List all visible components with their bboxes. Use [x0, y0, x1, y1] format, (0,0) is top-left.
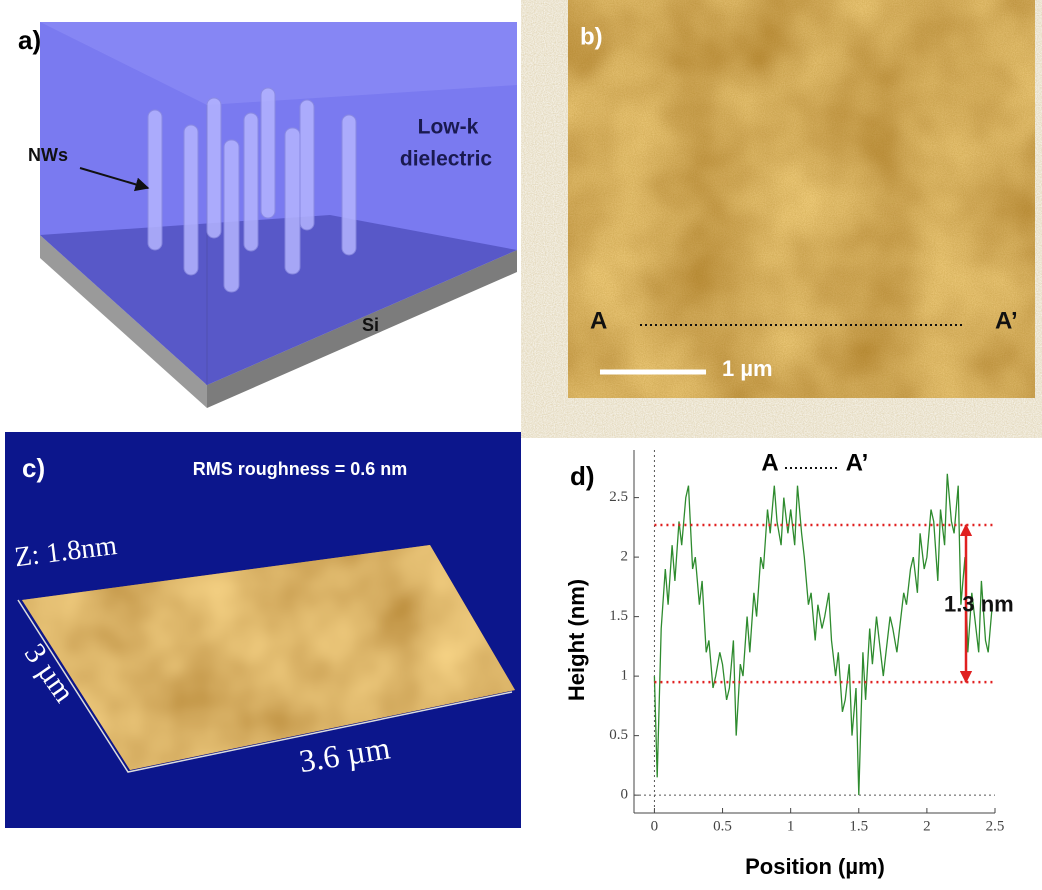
data-line	[654, 474, 992, 795]
x-tick-label: 2	[923, 818, 931, 834]
panel-label: b)	[580, 23, 603, 50]
x-tick-label: 2.5	[986, 818, 1005, 834]
y-tick-label: 2.5	[609, 489, 628, 505]
dielectric-label: dielectric	[400, 148, 493, 171]
substrate-label: Si	[362, 315, 379, 335]
caption: RMS roughness = 0.6 nm	[193, 459, 408, 479]
dielectric-label: Low-k	[418, 116, 479, 139]
x-tick-label: 1.5	[849, 818, 868, 834]
y-tick-label: 1	[621, 668, 629, 684]
panel-label: c)	[22, 453, 45, 483]
chart-title: A’	[846, 449, 869, 476]
panel-b: b) A A’ 1 µm	[568, 0, 1035, 398]
y-axis-title: Height (nm)	[564, 579, 589, 701]
annotation: 1.3 nm	[944, 591, 1014, 616]
x-axis-title: Position (µm)	[745, 854, 885, 879]
chart-title: A	[761, 449, 778, 476]
profile-start: A	[590, 307, 607, 334]
panel-c: c) RMS roughness = 0.6 nm Z: 1.8nm 3 µm …	[5, 432, 521, 828]
y-tick-label: 1.5	[609, 608, 628, 624]
y-tick-label: 2	[621, 549, 629, 565]
page: {"panel_a":{"label":"a)","nws":"NWs","di…	[0, 0, 1042, 890]
figure: a) NWs Low-k dielectric Si b) A A’ 1 µm …	[0, 0, 1042, 890]
panel-label: a)	[18, 25, 41, 55]
scale-bar-label: 1 µm	[722, 356, 773, 381]
profile-end: A’	[995, 307, 1018, 334]
panel-d: d) A A’ Position (µm) Height (nm) 0 0.5 1 1…	[564, 449, 1014, 878]
y-tick-label: 0	[621, 787, 629, 803]
panel-a: a) NWs Low-k dielectric Si	[18, 22, 517, 408]
x-tick-label: 0.5	[713, 818, 732, 834]
x-tick-label: 0	[651, 818, 659, 834]
nws-label: NWs	[28, 145, 68, 165]
y-tick-label: 0.5	[609, 727, 628, 743]
panel-label: d)	[570, 461, 595, 491]
x-tick-label: 1	[787, 818, 795, 834]
